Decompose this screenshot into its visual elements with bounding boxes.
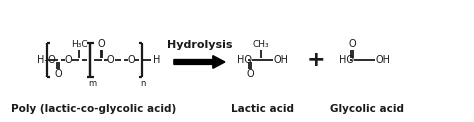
Text: OH: OH	[273, 55, 288, 65]
Text: Hydrolysis: Hydrolysis	[167, 40, 232, 50]
Text: Glycolic acid: Glycolic acid	[330, 104, 404, 114]
Text: O: O	[54, 69, 62, 79]
Text: OH: OH	[375, 55, 390, 65]
Text: Lactic acid: Lactic acid	[230, 104, 293, 114]
Text: CH₃: CH₃	[253, 40, 269, 49]
Text: HO: HO	[237, 55, 252, 65]
Text: O: O	[64, 55, 72, 65]
Text: m: m	[89, 79, 97, 88]
Text: O: O	[128, 55, 135, 65]
FancyArrow shape	[174, 56, 225, 68]
Text: H-O: H-O	[36, 55, 55, 65]
Text: O: O	[107, 55, 115, 65]
Text: Poly (lactic-co-glycolic acid): Poly (lactic-co-glycolic acid)	[11, 104, 177, 114]
Text: H₃C: H₃C	[71, 40, 88, 49]
Text: HO: HO	[339, 55, 354, 65]
Text: O: O	[246, 69, 254, 79]
Text: H: H	[154, 55, 161, 65]
Text: O: O	[98, 39, 105, 49]
Text: n: n	[140, 79, 146, 88]
Text: O: O	[348, 39, 356, 49]
Text: +: +	[307, 50, 325, 70]
